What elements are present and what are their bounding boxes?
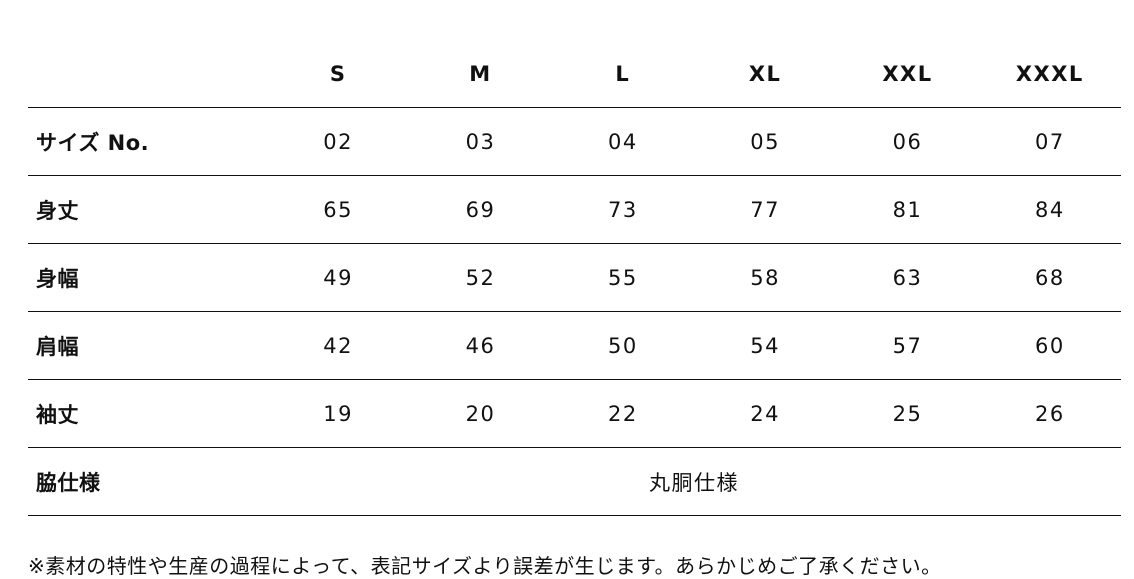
cell: 58 xyxy=(693,243,837,312)
span-cell: 丸胴仕様 xyxy=(267,447,1121,516)
size-table-wrap: S M L XL XXL XXXL サイズ No. 02 03 04 05 06 07 身丈 65 69 73… xyxy=(28,40,1121,516)
cell: 55 xyxy=(551,243,694,312)
header-cell: L xyxy=(551,40,694,108)
header-cell: XXXL xyxy=(978,40,1121,108)
cell: 06 xyxy=(836,107,979,176)
cell: 77 xyxy=(693,175,837,244)
cell: 57 xyxy=(836,311,979,380)
row-label: 身丈 xyxy=(28,175,267,244)
header-cell: XL xyxy=(693,40,837,108)
row-label: 肩幅 xyxy=(28,311,267,380)
cell: 49 xyxy=(267,243,410,312)
row-label: サイズ No. xyxy=(28,107,267,176)
corner-cell xyxy=(28,40,267,108)
table-row: 肩幅 42 46 50 54 57 60 xyxy=(28,311,1121,380)
table-body: サイズ No. 02 03 04 05 06 07 身丈 65 69 73 77 81 84 身幅 49 52 5… xyxy=(28,107,1121,516)
note: ※素材の特性や生産の過程によって、表記サイズより誤差が生じます。あらかじめご了承… xyxy=(28,554,942,578)
header-cell: S xyxy=(267,40,410,108)
row-label: 袖丈 xyxy=(28,379,267,448)
header-row: S M L XL XXL XXXL xyxy=(28,40,1121,108)
cell: 54 xyxy=(693,311,837,380)
table-row: 脇仕様 丸胴仕様 xyxy=(28,447,1121,516)
cell: 05 xyxy=(693,107,837,176)
cell: 26 xyxy=(978,379,1121,448)
cell: 52 xyxy=(409,243,552,312)
cell: 24 xyxy=(693,379,837,448)
cell: 22 xyxy=(551,379,694,448)
cell: 46 xyxy=(409,311,552,380)
cell: 07 xyxy=(978,107,1121,176)
cell: 65 xyxy=(267,175,410,244)
cell: 02 xyxy=(267,107,410,176)
table-row: サイズ No. 02 03 04 05 06 07 xyxy=(28,107,1121,176)
cell: 04 xyxy=(551,107,694,176)
cell: 50 xyxy=(551,311,694,380)
cell: 81 xyxy=(836,175,979,244)
cell: 73 xyxy=(551,175,694,244)
cell: 60 xyxy=(978,311,1121,380)
cell: 69 xyxy=(409,175,552,244)
table-row: 身幅 49 52 55 58 63 68 xyxy=(28,243,1121,312)
header-cell: M xyxy=(409,40,552,108)
cell: 03 xyxy=(409,107,552,176)
cell: 19 xyxy=(267,379,410,448)
cell: 20 xyxy=(409,379,552,448)
cell: 84 xyxy=(978,175,1121,244)
header-cell: XXL xyxy=(836,40,979,108)
size-table: S M L XL XXL XXXL サイズ No. 02 03 04 05 06 07 身丈 65 69 73… xyxy=(28,40,1121,516)
table-row: 袖丈 19 20 22 24 25 26 xyxy=(28,379,1121,448)
cell: 63 xyxy=(836,243,979,312)
row-label: 身幅 xyxy=(28,243,267,312)
cell: 42 xyxy=(267,311,410,380)
row-label: 脇仕様 xyxy=(28,447,267,516)
cell: 68 xyxy=(978,243,1121,312)
cell: 25 xyxy=(836,379,979,448)
table-row: 身丈 65 69 73 77 81 84 xyxy=(28,175,1121,244)
